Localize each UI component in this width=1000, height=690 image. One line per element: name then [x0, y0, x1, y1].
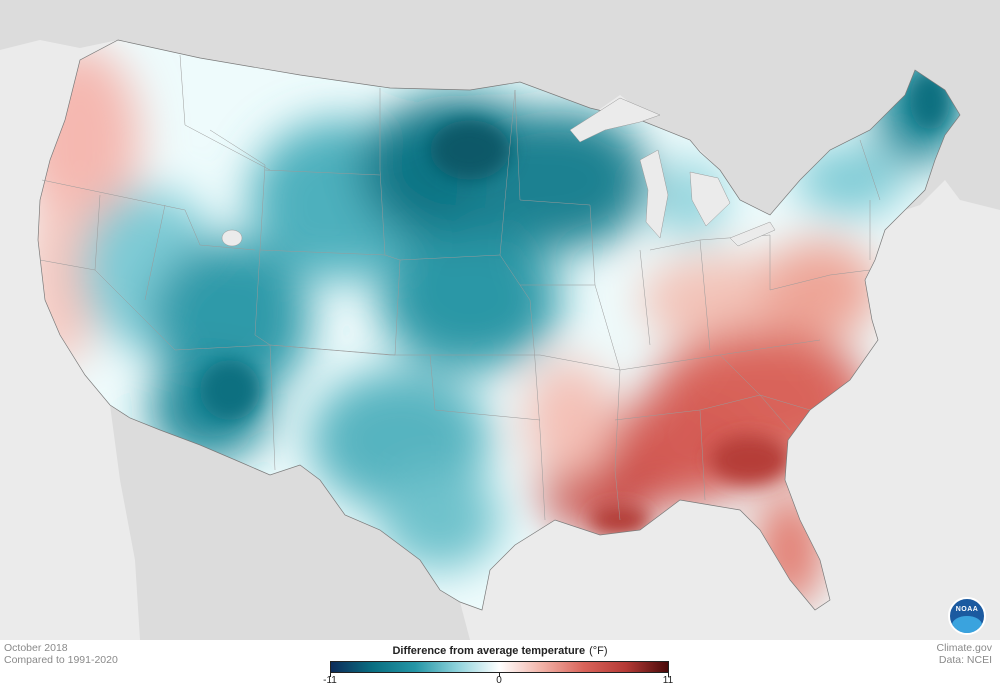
- legend-color-bar: [330, 661, 669, 673]
- legend-mid-label: 0: [496, 675, 502, 686]
- footer: October 2018 Compared to 1991-2020 Diffe…: [0, 640, 1000, 690]
- credits: Climate.gov Data: NCEI: [937, 642, 992, 666]
- legend-min-label: -11: [323, 675, 337, 686]
- legend-max-label: 11: [662, 675, 674, 686]
- legend-unit: (°F): [589, 645, 608, 657]
- lake-superior: [569, 97, 661, 143]
- temperature-anomaly-map: [0, 0, 1000, 640]
- lakes: [221, 97, 776, 247]
- credit-data: Data: NCEI: [938, 654, 992, 666]
- map-baseline: Compared to 1991-2020: [4, 654, 118, 666]
- map-area: [0, 0, 1000, 640]
- legend-title-row: Difference from average temperature (°F): [330, 645, 670, 657]
- legend-title: Difference from average temperature: [392, 645, 586, 657]
- noaa-logo: NOAA: [948, 597, 986, 635]
- map-period: October 2018: [4, 642, 68, 654]
- mexico-land: [110, 405, 470, 640]
- borders: [37, 39, 961, 611]
- state-lines: [39, 54, 881, 521]
- legend-tick-min: [330, 673, 331, 677]
- map-period-info: October 2018 Compared to 1991-2020: [4, 642, 118, 666]
- great-salt-lake: [221, 229, 243, 247]
- legend-tick-max: [668, 673, 669, 677]
- canada-land: [0, 0, 1000, 220]
- lake-erie: [729, 221, 776, 247]
- us-outline: [37, 39, 961, 611]
- legend-tick-mid: [499, 673, 500, 677]
- noaa-logo-text: NOAA: [955, 606, 979, 613]
- noaa-seagull-shape: [952, 616, 982, 633]
- lake-huron: [689, 171, 731, 227]
- lake-michigan: [639, 149, 669, 239]
- credit-site: Climate.gov: [936, 642, 992, 654]
